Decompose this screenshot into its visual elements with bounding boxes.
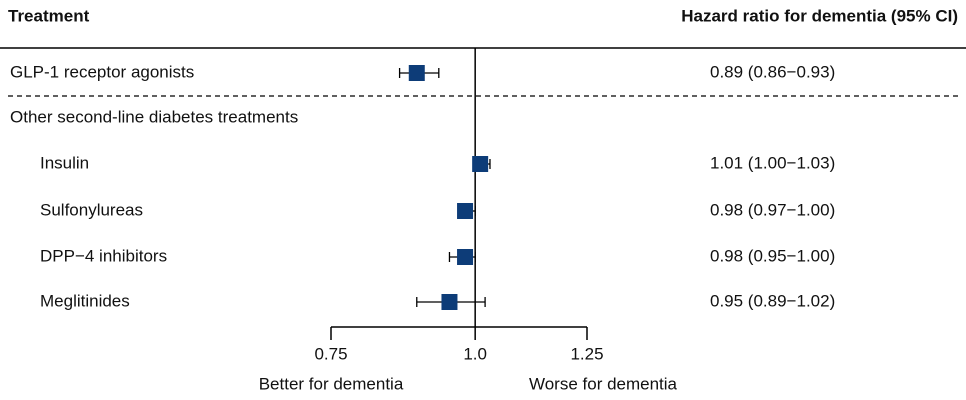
row-label: Other second-line diabetes treatments (10, 107, 298, 126)
estimate (472, 156, 489, 172)
column-header: Hazard ratio for dementia (95% CI) (681, 6, 958, 25)
x-tick-label: 1.25 (570, 344, 603, 363)
estimate-label: 1.01 (1.00−1.03) (710, 153, 835, 172)
annotation: Worse for dementia (529, 374, 678, 393)
estimate (457, 203, 474, 219)
estimate-label: 0.89 (0.86−0.93) (710, 62, 835, 81)
row-label: Meglitinides (40, 291, 130, 310)
row-label: GLP-1 receptor agonists (10, 62, 194, 81)
estimate-label: 0.98 (0.95−1.00) (710, 246, 835, 265)
row-label: DPP−4 inhibitors (40, 246, 167, 265)
row-label: Sulfonylureas (40, 200, 143, 219)
estimate (408, 65, 425, 81)
row-label: Insulin (40, 153, 89, 172)
annotation: Better for dementia (259, 374, 404, 393)
x-tick-label: 0.75 (314, 344, 347, 363)
estimate (441, 294, 458, 310)
estimate-label: 0.98 (0.97−1.00) (710, 200, 835, 219)
column-header: Treatment (8, 6, 90, 25)
estimate (457, 249, 474, 265)
x-tick-label: 1.0 (463, 344, 487, 363)
estimate-label: 0.95 (0.89−1.02) (710, 291, 835, 310)
